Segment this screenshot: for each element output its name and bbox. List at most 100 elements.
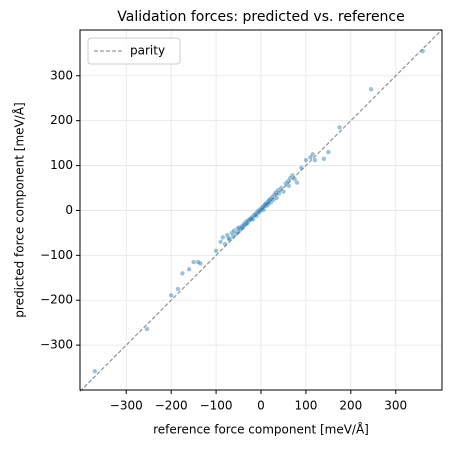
point <box>191 259 196 265</box>
point <box>321 156 327 162</box>
point <box>312 157 318 163</box>
point <box>264 203 269 209</box>
legend-label: parity <box>130 44 165 58</box>
point <box>241 221 247 227</box>
point <box>245 220 250 226</box>
point <box>248 216 254 221</box>
point <box>237 225 242 230</box>
point <box>229 230 235 236</box>
point <box>243 219 249 224</box>
point <box>271 197 276 202</box>
point <box>259 206 265 211</box>
point <box>247 217 252 222</box>
point <box>240 225 246 230</box>
x-tick-label: 100 <box>294 399 317 413</box>
point <box>236 229 241 235</box>
point <box>273 190 279 195</box>
y-tick-label: 100 <box>50 158 73 172</box>
x-tick-label: 0 <box>257 399 265 413</box>
point <box>168 293 174 298</box>
y-tick-label: −100 <box>40 248 73 262</box>
point <box>263 201 268 206</box>
point <box>254 213 259 219</box>
point <box>308 155 313 160</box>
legend-box <box>87 37 181 65</box>
point <box>299 165 304 171</box>
point <box>279 185 284 191</box>
point <box>225 232 230 238</box>
point <box>243 222 248 228</box>
point <box>294 180 300 185</box>
point <box>275 188 281 193</box>
point <box>253 211 258 217</box>
point <box>239 223 245 229</box>
point <box>281 189 286 194</box>
x-tick-label: −200 <box>155 399 188 413</box>
point <box>220 235 226 240</box>
point <box>261 207 266 212</box>
point <box>368 87 374 92</box>
y-tick-label: 200 <box>50 113 73 127</box>
point <box>249 214 255 220</box>
point <box>262 202 267 208</box>
point <box>268 200 274 205</box>
chart-title: Validation forces: predicted vs. referen… <box>117 9 405 25</box>
point <box>198 261 203 266</box>
point <box>270 194 275 200</box>
x-tick-label: 300 <box>384 399 407 413</box>
point <box>265 200 270 205</box>
point <box>218 239 223 245</box>
x-tick-label: −100 <box>200 399 233 413</box>
point <box>286 183 292 188</box>
point <box>255 209 260 214</box>
point <box>283 181 288 186</box>
point <box>303 157 309 163</box>
point <box>337 125 342 130</box>
point <box>326 149 331 155</box>
x-axis-label: reference force component [meV/Å] <box>153 422 369 437</box>
point <box>235 226 240 231</box>
point <box>292 176 297 182</box>
point <box>257 207 262 212</box>
point <box>213 248 219 254</box>
plot-frame <box>79 29 443 391</box>
point <box>234 231 239 236</box>
point <box>420 48 425 54</box>
point <box>276 191 282 196</box>
point <box>250 217 256 222</box>
point <box>252 212 257 218</box>
point <box>227 237 232 242</box>
point <box>290 173 295 178</box>
point <box>180 271 185 276</box>
x-tick-label: 200 <box>339 399 362 413</box>
point <box>267 197 273 202</box>
point <box>238 227 243 232</box>
point <box>310 152 315 157</box>
point <box>287 175 293 181</box>
point <box>186 267 192 272</box>
y-tick-label: −300 <box>40 338 73 352</box>
point <box>222 241 228 247</box>
y-tick-label: 0 <box>65 203 73 217</box>
point <box>226 236 231 241</box>
point <box>265 201 271 207</box>
point <box>260 204 265 210</box>
point <box>258 208 264 213</box>
point <box>231 228 237 233</box>
point <box>144 326 150 332</box>
y-tick-label: 300 <box>50 68 73 82</box>
point <box>256 210 261 215</box>
point <box>195 259 201 265</box>
parity-line <box>79 29 443 392</box>
point <box>274 195 279 201</box>
point <box>266 198 272 203</box>
point <box>175 286 181 292</box>
point <box>246 218 251 223</box>
point <box>272 192 277 197</box>
point <box>285 179 291 184</box>
y-tick-label: −200 <box>40 293 73 307</box>
point <box>92 368 98 374</box>
x-tick-label: −300 <box>110 399 143 413</box>
y-axis-label: predicted force component [meV/Å] <box>12 102 27 317</box>
